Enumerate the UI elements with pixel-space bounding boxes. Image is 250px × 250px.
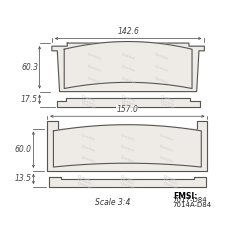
Text: Centric: Centric	[120, 64, 136, 74]
Text: Centric: Centric	[119, 178, 136, 187]
Polygon shape	[49, 177, 206, 187]
Text: Scale 3:4: Scale 3:4	[95, 198, 130, 207]
Text: Centric: Centric	[76, 178, 92, 187]
Text: 60.0: 60.0	[15, 145, 32, 154]
Text: Centric: Centric	[120, 76, 136, 86]
Text: Centric: Centric	[158, 155, 174, 164]
Text: Centric: Centric	[158, 144, 174, 154]
Text: Centric: Centric	[119, 155, 136, 164]
Text: Centric: Centric	[158, 134, 174, 143]
Text: Centric: Centric	[159, 94, 176, 104]
Text: 13.5: 13.5	[15, 174, 32, 184]
Polygon shape	[52, 43, 204, 92]
Text: Centric: Centric	[162, 181, 178, 190]
Text: Centric: Centric	[119, 181, 136, 190]
Text: Centric: Centric	[159, 98, 176, 107]
Text: Centric: Centric	[119, 144, 136, 154]
Text: Centric: Centric	[159, 101, 176, 110]
Text: Centric: Centric	[80, 144, 96, 154]
Text: Centric: Centric	[154, 76, 170, 86]
Text: FMSI:: FMSI:	[173, 192, 197, 201]
Text: Centric: Centric	[81, 98, 97, 107]
Text: Centric: Centric	[76, 181, 92, 190]
Text: Centric: Centric	[81, 101, 97, 110]
Polygon shape	[47, 121, 208, 171]
Text: Centric: Centric	[80, 155, 96, 164]
Text: 17.5: 17.5	[21, 95, 38, 104]
Polygon shape	[54, 125, 201, 167]
Text: Centric: Centric	[120, 52, 136, 62]
Polygon shape	[64, 42, 192, 88]
Text: 142.6: 142.6	[117, 27, 139, 36]
Text: Centric: Centric	[81, 94, 97, 104]
Text: Centric: Centric	[154, 64, 170, 74]
Text: Centric: Centric	[120, 94, 136, 104]
Text: Centric: Centric	[76, 174, 92, 183]
Text: Centric: Centric	[119, 174, 136, 183]
Text: Centric: Centric	[86, 52, 102, 62]
Text: Centric: Centric	[86, 76, 102, 86]
Text: Centric: Centric	[86, 64, 102, 74]
Text: Centric: Centric	[120, 98, 136, 107]
Text: Centric: Centric	[162, 178, 178, 187]
Text: 7017-D84: 7017-D84	[173, 197, 208, 203]
Text: 7014A-D84: 7014A-D84	[173, 202, 212, 208]
Text: Centric: Centric	[120, 101, 136, 110]
Text: 60.3: 60.3	[21, 63, 38, 72]
Text: Centric: Centric	[162, 174, 178, 183]
Text: Centric: Centric	[154, 52, 170, 62]
Text: Centric: Centric	[80, 134, 96, 143]
Polygon shape	[56, 98, 200, 107]
Text: 157.0: 157.0	[116, 105, 138, 114]
Text: Centric: Centric	[119, 134, 136, 143]
